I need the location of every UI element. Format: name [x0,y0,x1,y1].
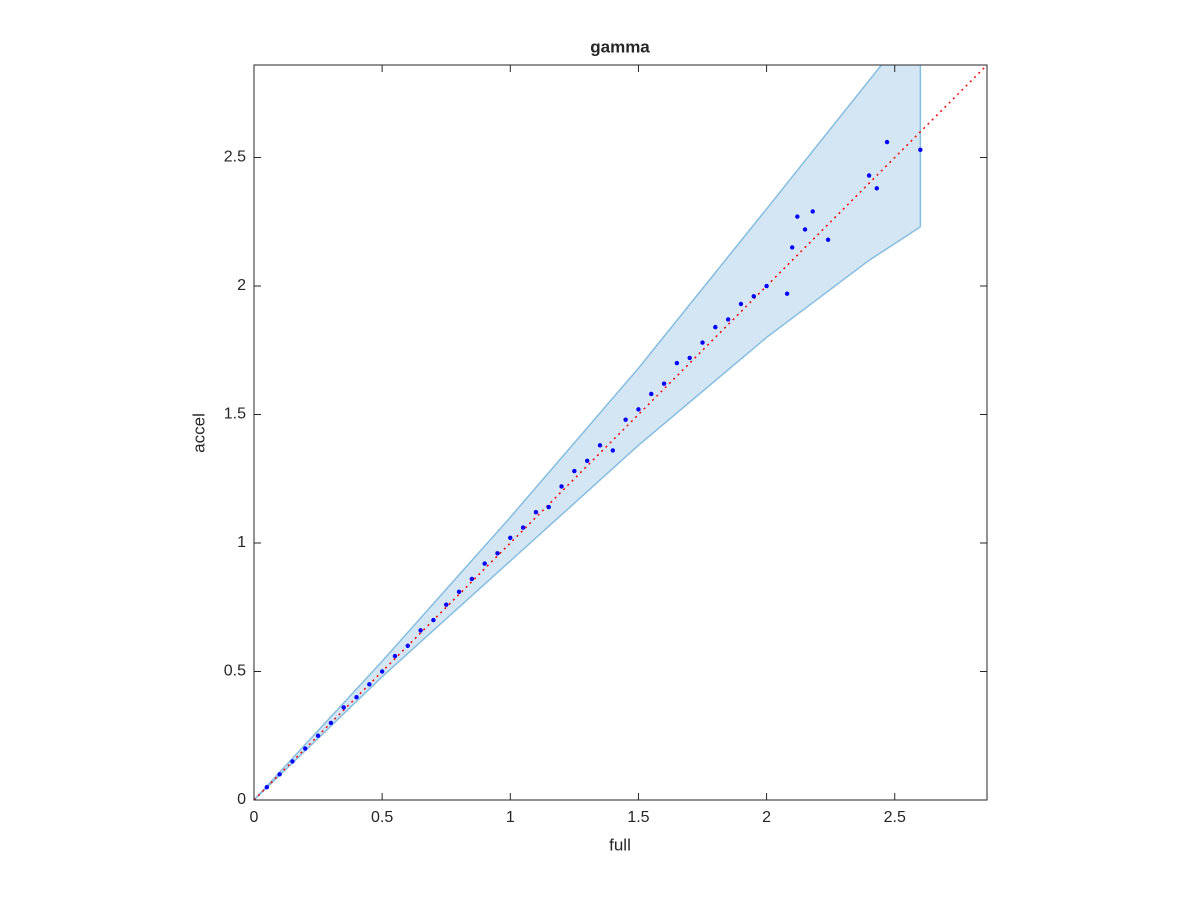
scatter-point [810,209,815,214]
scatter-point [795,214,800,219]
x-tick-label: 0.5 [371,809,393,826]
scatter-point [264,784,270,790]
scatter-point [367,682,372,687]
scatter-point [328,720,334,726]
scatter-point [444,602,449,607]
scatter-point [874,186,879,191]
scatter-point [379,669,385,674]
scatter-point [354,695,359,700]
scatter-point [341,705,346,710]
scatter-point [866,173,872,178]
scatter-point [290,759,295,764]
scatter-point [784,291,790,296]
scatter-point [764,283,769,289]
scatter-point [533,509,539,515]
scatter-point [495,551,500,556]
scatter-point [687,355,692,361]
scatter-point [790,245,795,250]
x-tick-label: 2.5 [884,809,906,826]
y-tick-label: 2.5 [224,149,246,166]
scatter-point [303,746,308,751]
scatter-point [623,417,628,422]
x-tick-label: 0 [250,809,259,826]
scatter-point [597,443,603,448]
scatter-point [661,381,667,386]
y-tick-label: 0.5 [224,663,246,680]
scatter-point [610,448,616,453]
scatter-point [884,139,890,145]
scatter-point [315,733,321,738]
x-tick-label: 2 [762,809,771,826]
scatter-point [520,525,526,530]
y-axis-label: accel [189,413,208,453]
scatter-point [700,340,705,345]
scatter-point [482,561,487,566]
y-tick-label: 2 [237,277,246,294]
scatter-point [508,535,513,541]
scatter-point [649,391,654,397]
scatter-point [431,617,436,623]
scatter-point [725,317,731,322]
scatter-point [456,589,462,595]
confidence-band [254,65,921,800]
scatter-point [418,628,423,633]
axes-box [253,64,988,801]
scatter-point [559,484,564,489]
band-lower-edge [254,226,921,800]
scatter-point [392,653,398,659]
scatter-point [405,643,410,649]
y-tick-label: 1 [237,534,246,551]
scatter-point [469,576,475,582]
scatter-point [584,458,590,463]
scatter-point [546,504,551,510]
x-tick-label: 1.5 [627,809,649,826]
scatter-point [636,407,641,412]
scatter-point [738,301,744,307]
scatter-point [277,772,282,777]
chart-title: gamma [590,37,650,56]
scatter-point [825,237,831,242]
scatter-point [802,227,808,232]
plot-area [254,65,987,800]
scatter-point [918,147,923,153]
scatter-point [751,294,756,299]
band-upper-edge [254,65,883,800]
scatter-point [572,468,577,474]
y-tick-label: 1.5 [224,406,246,423]
x-tick-label: 1 [506,809,515,826]
scatter-point [674,360,680,366]
x-axis-label: full [609,835,631,854]
scatter-point [713,324,718,330]
y-tick-label: 0 [237,791,246,808]
reference-line [254,65,987,800]
